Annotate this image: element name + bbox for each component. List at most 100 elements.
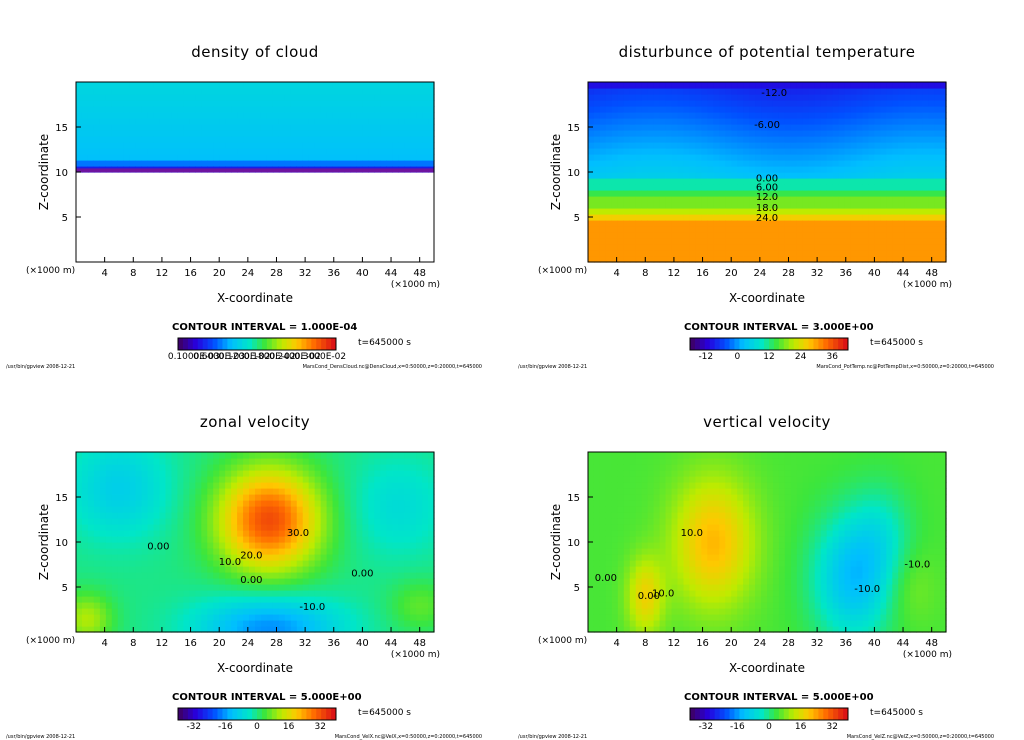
heatmap-cell (635, 166, 643, 173)
heatmap-cell (898, 112, 905, 119)
heatmap-cell (605, 554, 613, 561)
heatmap-cell (344, 584, 352, 591)
heatmap-cell (629, 608, 637, 615)
heatmap-cell (713, 244, 720, 251)
heatmap-cell (647, 244, 655, 251)
heatmap-cell (641, 190, 649, 197)
heatmap-cell (225, 82, 232, 89)
heatmap-cell (898, 256, 905, 263)
heatmap-cell (790, 178, 798, 185)
heatmap-cell (159, 602, 167, 609)
heatmap-cell (231, 452, 238, 459)
heatmap-cell (593, 554, 601, 561)
heatmap-cell (623, 518, 631, 525)
heatmap-cell (374, 626, 381, 633)
heatmap-cell (314, 626, 322, 633)
heatmap-cell (380, 94, 387, 101)
heatmap-cell (237, 542, 244, 549)
heatmap-cell (731, 172, 738, 179)
heatmap-cell (207, 136, 214, 143)
heatmap-cell (225, 608, 232, 615)
heatmap-cell (320, 470, 328, 477)
heatmap-cell (647, 166, 655, 173)
heatmap-cell (237, 554, 244, 561)
heatmap-cell (332, 452, 340, 459)
heatmap-cell (338, 596, 346, 603)
heatmap-cell (93, 590, 101, 597)
heatmap-cell (237, 584, 244, 591)
heatmap-cell (153, 578, 161, 585)
heatmap-cell (737, 142, 744, 149)
heatmap-cell (928, 220, 935, 227)
heatmap-cell (350, 100, 358, 107)
heatmap-cell (249, 548, 256, 555)
heatmap-cell (284, 154, 292, 161)
heatmap-cell (296, 536, 304, 543)
heatmap-cells (588, 452, 947, 633)
heatmap-cell (410, 458, 417, 465)
heatmap-cell (183, 482, 190, 489)
heatmap-cell (635, 142, 643, 149)
heatmap-cell (593, 494, 601, 501)
heatmap-cell (784, 178, 792, 185)
heatmap-cell (195, 94, 202, 101)
heatmap-cell (772, 196, 780, 203)
heatmap-cell (308, 106, 316, 113)
heatmap-cell (255, 536, 262, 543)
heatmap-cell (87, 82, 95, 89)
heatmap-cell (653, 94, 661, 101)
heatmap-cell (362, 106, 369, 113)
heatmap-cell (641, 250, 649, 257)
heatmap-cell (910, 250, 917, 257)
heatmap-cell (159, 112, 167, 119)
heatmap-cell (928, 226, 935, 233)
heatmap-cell (153, 482, 161, 489)
heatmap-cell (665, 202, 673, 209)
heatmap-cell (695, 220, 702, 227)
heatmap-cell (302, 560, 310, 567)
heatmap-cell (93, 488, 101, 495)
heatmap-cell (219, 572, 226, 579)
heatmap-cell (617, 626, 625, 633)
heatmap-cell (671, 184, 679, 191)
heatmap-cell (201, 602, 208, 609)
heatmap-cell (778, 214, 786, 221)
heatmap-cell (868, 202, 875, 209)
heatmap-cell (755, 94, 762, 101)
heatmap-cell (249, 578, 256, 585)
heatmap-cell (761, 238, 768, 245)
heatmap-cell (338, 130, 346, 137)
heatmap-cell (123, 608, 131, 615)
heatmap-cell (916, 160, 923, 167)
heatmap-cell (623, 578, 631, 585)
heatmap-cell (701, 142, 708, 149)
heatmap-cell (826, 142, 834, 149)
heatmap-cell (159, 500, 167, 507)
heatmap-cell (326, 118, 334, 125)
heatmap-cell (296, 506, 304, 513)
heatmap-cell (422, 566, 429, 573)
heatmap-cell (862, 208, 870, 215)
heatmap-cell (689, 184, 696, 191)
heatmap-cell (623, 452, 631, 459)
heatmap-cell (266, 476, 274, 483)
heatmap-cell (213, 518, 220, 525)
heatmap-cell (362, 88, 369, 95)
heatmap-cell (320, 548, 328, 555)
heatmap-cell (653, 250, 661, 257)
heatmap-cell (320, 124, 328, 131)
heatmap-cell (916, 88, 923, 95)
heatmap-cell (374, 142, 381, 149)
colorbar-segment (316, 708, 322, 720)
heatmap-cell (183, 118, 190, 125)
heatmap-cell (225, 584, 232, 591)
heatmap-cell (290, 602, 298, 609)
heatmap-cell (808, 124, 816, 131)
heatmap-cell (398, 452, 405, 459)
heatmap-cell (392, 602, 399, 609)
heatmap-cell (743, 94, 750, 101)
heatmap-cell (922, 226, 929, 233)
heatmap-cell (105, 554, 113, 561)
heatmap-cell (326, 554, 334, 561)
heatmap-cell (629, 560, 637, 567)
